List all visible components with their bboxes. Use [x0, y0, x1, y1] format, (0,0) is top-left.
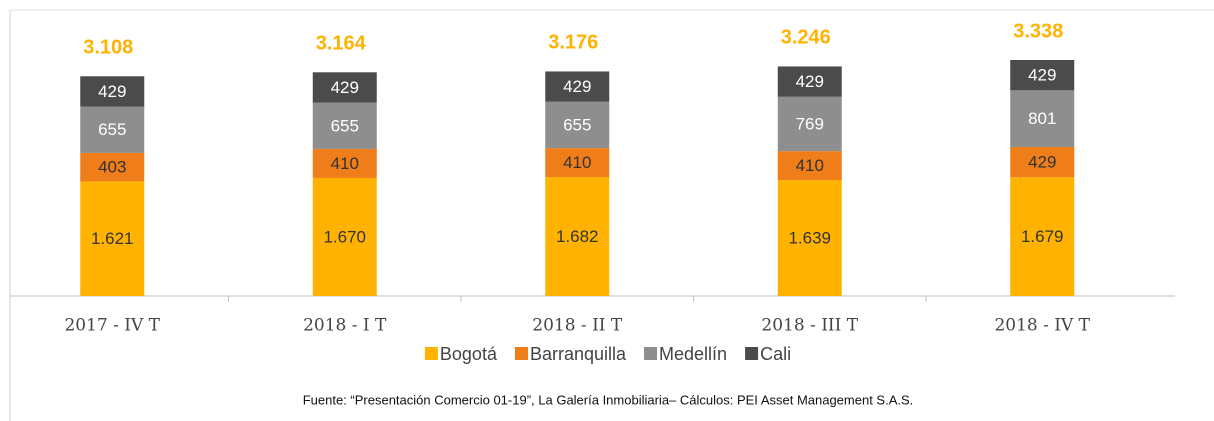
bar-segment: [80, 152, 145, 182]
total-label: 3.108: [83, 37, 133, 59]
data-label: 410: [563, 153, 591, 172]
source-note: Fuente: “Presentación Comercio 01-19”, L…: [303, 392, 914, 407]
data-label: 429: [1028, 153, 1056, 172]
bar-segment: [777, 66, 842, 97]
data-label: 403: [98, 158, 126, 177]
legend-label: Cali: [760, 344, 791, 364]
bar-segment: [1010, 60, 1075, 91]
legend-swatch: [424, 347, 438, 360]
total-label: 3.246: [781, 27, 831, 49]
data-label: 410: [331, 154, 359, 173]
bar-segment: [312, 102, 377, 149]
bar-segment: [1010, 146, 1075, 178]
data-label: 1.621: [91, 229, 134, 248]
bar-segment: [545, 148, 610, 178]
bar-segment: [777, 180, 842, 296]
data-label: 429: [1028, 66, 1056, 85]
bar-segment: [80, 76, 145, 107]
bar-segment: [312, 148, 377, 178]
x-tick-label: 2018 - II T: [532, 316, 623, 336]
bar-segment: [545, 71, 610, 102]
data-label: 410: [796, 156, 824, 175]
bar-segment: [777, 96, 842, 152]
x-tick-label: 2018 - I T: [303, 316, 387, 336]
bar-segment: [80, 181, 145, 296]
bar-segment: [545, 101, 610, 149]
legend-swatch: [514, 347, 528, 360]
data-label: 769: [796, 114, 824, 133]
data-label: 1.639: [788, 229, 831, 248]
bar-segment: [312, 72, 377, 103]
data-label: 655: [331, 116, 359, 135]
data-label: 429: [331, 78, 359, 97]
data-label: 1.679: [1021, 227, 1064, 246]
x-tick-label: 2018 - IV T: [994, 316, 1090, 336]
data-label: 655: [563, 115, 591, 134]
data-label: 429: [563, 77, 591, 96]
bar-segment: [1010, 90, 1075, 147]
data-label: 801: [1028, 109, 1056, 128]
total-label: 3.164: [316, 33, 367, 55]
total-label: 3.338: [1013, 20, 1063, 42]
bar-segment: [80, 106, 145, 153]
legend-label: Barranquilla: [530, 344, 627, 364]
data-label: 429: [98, 82, 126, 101]
bar-segment: [545, 177, 610, 296]
legend-swatch: [745, 347, 759, 360]
legend-label: Bogotá: [440, 344, 498, 364]
legend-swatch: [644, 347, 658, 360]
legend-label: Medellín: [659, 344, 727, 364]
x-tick-label: 2017 - IV T: [64, 316, 160, 336]
bar-segment: [1010, 177, 1075, 296]
data-label: 1.682: [556, 227, 599, 246]
data-label: 655: [98, 120, 126, 139]
data-label: 1.670: [323, 227, 366, 246]
bar-segment: [312, 177, 377, 296]
total-label: 3.176: [548, 32, 598, 54]
data-label: 429: [796, 72, 824, 91]
x-tick-label: 2018 - III T: [761, 316, 858, 336]
bar-segment: [777, 151, 842, 181]
